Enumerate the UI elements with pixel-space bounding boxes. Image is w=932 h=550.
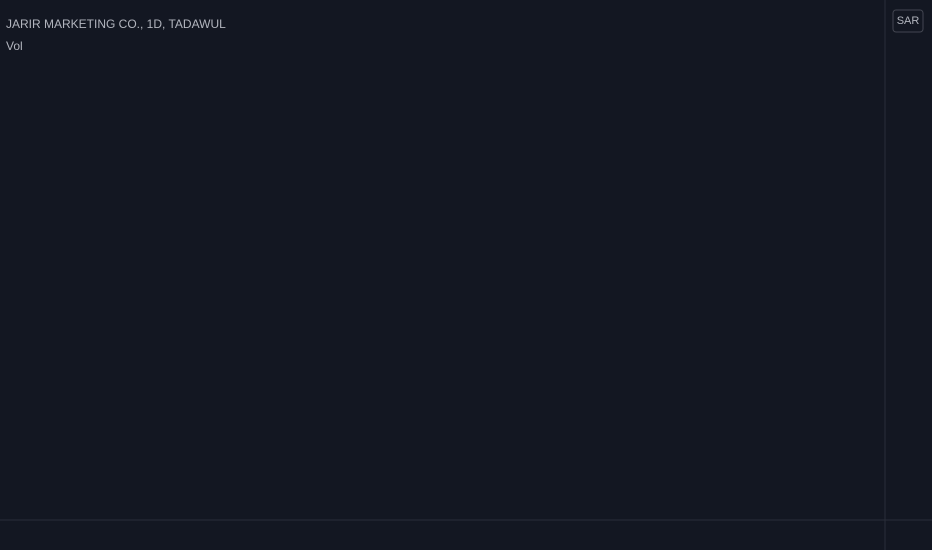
indicator-label: Vol — [6, 39, 23, 53]
currency[interactable]: SAR — [897, 15, 920, 27]
chart-title: JARIR MARKETING CO., 1D, TADAWUL — [6, 17, 226, 31]
currency-box[interactable] — [892, 9, 924, 33]
